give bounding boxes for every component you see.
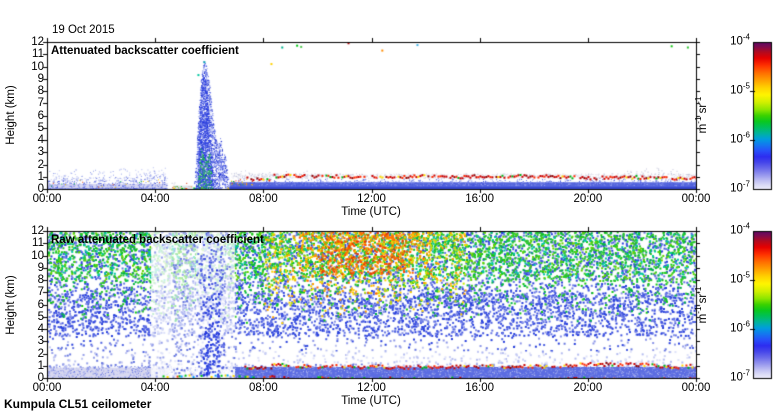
- x-tick-label: 16:00: [465, 382, 495, 394]
- x-tick-label: 00:00: [32, 382, 62, 394]
- y-tick-label: 8: [37, 85, 44, 97]
- station-label: Kumpula CL51 ceilometer: [4, 397, 152, 411]
- date-label: 19 Oct 2015: [52, 24, 115, 36]
- y-tick-label: 7: [37, 286, 44, 299]
- x-tick-label: 12:00: [357, 193, 386, 205]
- x-tick-label: 08:00: [248, 193, 278, 205]
- colorbar-tick-label: 10-5: [730, 270, 750, 286]
- y-tick-label: 10: [31, 249, 44, 262]
- panel2-title: Raw attenuated backscatter coefficient: [51, 234, 264, 246]
- colorbar-tick-label: 10-7: [730, 179, 750, 195]
- colorbar-tick-label: 10-6: [730, 130, 750, 146]
- y-tick-label: 5: [37, 121, 44, 134]
- colorbar-tick-label: 10-7: [730, 368, 750, 384]
- y-tick-label: 1: [37, 170, 44, 183]
- panel1-x-axis-label: Time (UTC): [341, 206, 401, 218]
- panel2-x-axis-label: Time (UTC): [341, 395, 401, 407]
- x-tick-label: 00:00: [681, 193, 711, 205]
- colorbar2-unit-label: m-1 sr-1: [694, 286, 709, 324]
- x-tick-label: 04:00: [140, 382, 170, 394]
- colorbar1-unit-label: m-1 sr-1: [694, 96, 709, 134]
- y-tick-label: 12: [31, 36, 44, 48]
- y-tick-label: 3: [37, 146, 44, 159]
- y-tick-label: 3: [37, 335, 44, 348]
- y-tick-label: 6: [37, 109, 44, 122]
- y-tick-label: 6: [37, 298, 44, 311]
- colorbar-tick-label: 10-5: [730, 81, 750, 97]
- y-tick-label: 1: [37, 359, 44, 372]
- x-tick-label: 00:00: [32, 193, 62, 205]
- y-tick-label: 4: [37, 323, 44, 335]
- colorbar-tick-label: 10-6: [730, 319, 750, 335]
- y-tick-label: 9: [37, 72, 44, 85]
- y-tick-label: 9: [37, 261, 44, 274]
- y-tick-label: 2: [37, 347, 44, 360]
- x-tick-label: 04:00: [140, 193, 170, 205]
- x-tick-label: 16:00: [465, 193, 495, 205]
- y-tick-label: 11: [32, 48, 44, 61]
- y-tick-label: 5: [37, 310, 44, 323]
- x-tick-label: 00:00: [681, 382, 711, 394]
- panel1-title: Attenuated backscatter coefficient: [51, 45, 239, 57]
- y-tick-label: 12: [31, 225, 44, 237]
- y-tick-label: 0: [37, 183, 44, 195]
- panel1-y-axis-label: Height (km): [5, 85, 17, 145]
- colorbar-tick-label: 10-4: [730, 221, 750, 237]
- colorbar-tick-label: 10-4: [730, 32, 750, 48]
- y-tick-label: 4: [37, 134, 44, 146]
- y-tick-label: 2: [37, 158, 44, 171]
- y-tick-label: 0: [37, 372, 44, 384]
- y-tick-label: 11: [32, 237, 44, 250]
- y-tick-label: 7: [37, 97, 44, 110]
- y-tick-label: 10: [31, 60, 44, 73]
- x-tick-label: 20:00: [573, 382, 603, 394]
- x-tick-label: 12:00: [357, 382, 386, 394]
- x-tick-label: 08:00: [248, 382, 278, 394]
- x-tick-label: 20:00: [573, 193, 603, 205]
- panel2-y-axis-label: Height (km): [5, 275, 17, 335]
- y-tick-label: 8: [37, 274, 44, 286]
